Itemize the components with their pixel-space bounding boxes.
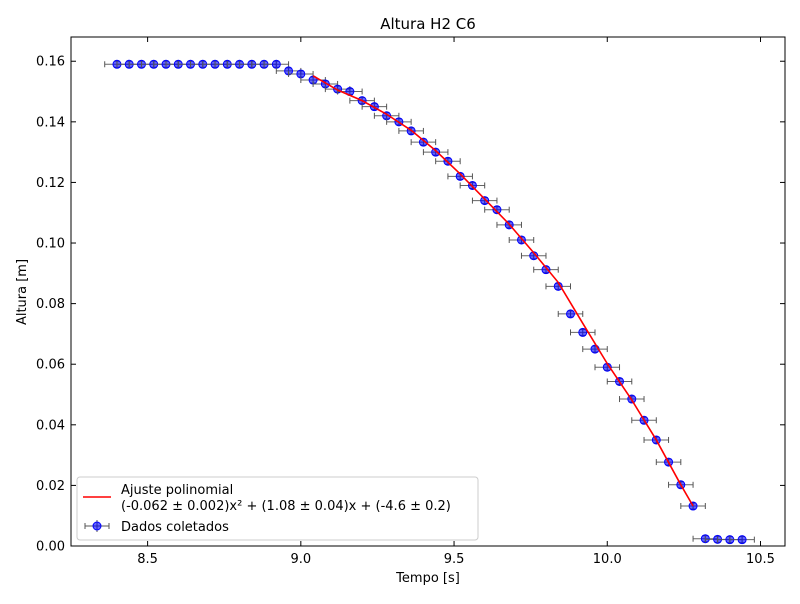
data-marker xyxy=(565,309,575,319)
legend-fit-label: Ajuste polinomial xyxy=(121,483,233,498)
y-tick-label: 0.12 xyxy=(36,176,65,191)
legend-box xyxy=(76,476,479,541)
y-tick-label: 0.00 xyxy=(36,540,65,555)
data-marker xyxy=(737,535,747,545)
data-point xyxy=(557,309,584,319)
legend: Ajuste polinomial(-0.062 ± 0.002)x² + (1… xyxy=(76,476,479,541)
data-point xyxy=(422,147,449,157)
legend-entry-fit: Ajuste polinomial(-0.062 ± 0.002)x² + (1… xyxy=(83,483,451,514)
legend-entry-data: Dados coletados xyxy=(84,520,229,535)
data-point xyxy=(410,137,437,147)
data-point xyxy=(263,59,290,69)
legend-data-marker xyxy=(92,521,102,531)
y-tick-label: 0.08 xyxy=(36,297,65,312)
y-tick-label: 0.02 xyxy=(36,479,65,494)
y-tick-label: 0.10 xyxy=(36,237,65,252)
legend-fit-formula: (-0.062 ± 0.002)x² + (1.08 ± 0.04)x + (-… xyxy=(121,499,451,514)
data-marker xyxy=(541,265,551,275)
chart-title: Altura H2 C6 xyxy=(380,15,476,33)
y-tick-label: 0.14 xyxy=(36,115,65,130)
data-point xyxy=(569,327,596,337)
x-axis-label: Tempo [s] xyxy=(395,571,460,586)
y-tick-label: 0.04 xyxy=(36,418,65,433)
data-marker xyxy=(296,69,306,79)
data-marker xyxy=(480,196,490,206)
x-tick-label: 9.5 xyxy=(444,552,465,567)
x-tick-label: 8.5 xyxy=(137,552,158,567)
axes-frame xyxy=(70,36,786,547)
y-axis-label: Altura [m] xyxy=(15,259,30,325)
data-point xyxy=(447,171,473,181)
y-tick-label: 0.16 xyxy=(36,55,65,70)
data-marker xyxy=(492,205,502,215)
plot-area xyxy=(104,59,755,545)
data-marker xyxy=(418,137,428,147)
data-marker xyxy=(431,147,441,157)
data-marker xyxy=(578,327,588,337)
fit-line xyxy=(312,75,694,507)
data-point xyxy=(729,535,755,545)
data-marker xyxy=(271,59,281,69)
axes: 8.5 9.0 9.5 10.0 10.5 0.00 0.02 0.04 0.06 0.08 0.1… xyxy=(36,36,786,567)
x-tick-label: 10.5 xyxy=(746,552,775,567)
data-point xyxy=(471,196,498,206)
data-marker xyxy=(455,171,465,181)
x-tick-label: 9.0 xyxy=(290,552,311,567)
legend-data-label: Dados coletados xyxy=(121,520,229,535)
y-tick-label: 0.06 xyxy=(36,358,65,373)
x-tick-label: 10.0 xyxy=(593,552,622,567)
